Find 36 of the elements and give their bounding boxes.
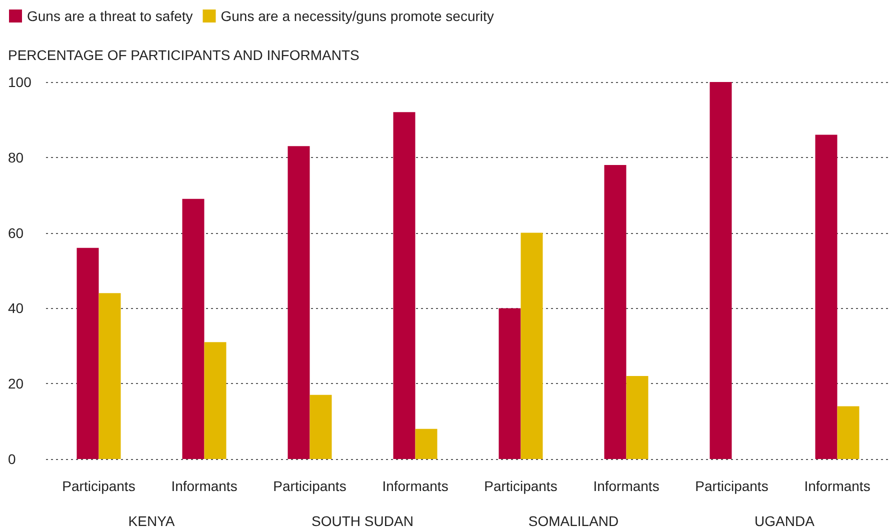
bar: [626, 376, 648, 459]
y-tick-label: 20: [8, 376, 24, 392]
bar: [204, 342, 226, 459]
y-tick-label: 60: [8, 224, 24, 241]
bar: [415, 428, 438, 459]
bar: [393, 112, 416, 459]
y-tick-label: 80: [8, 149, 24, 166]
y-tick-label: 40: [8, 300, 24, 316]
bar: [837, 406, 860, 459]
x-tick-label: Participants: [273, 478, 346, 494]
y-tick-label: 100: [8, 74, 32, 90]
bar: [76, 248, 99, 459]
y-tick-label: 0: [8, 451, 16, 467]
legend-label: Guns are a threat to safety: [27, 8, 193, 24]
bar: [288, 146, 310, 459]
x-tick-label: Informants: [804, 478, 870, 494]
text: SOMALILAND: [528, 513, 619, 529]
x-tick-label: Informants: [382, 478, 448, 494]
text: KENYA: [128, 513, 176, 529]
legend-label: Guns are a necessity/guns promote security: [220, 8, 494, 24]
bar: [310, 394, 332, 459]
bar: [182, 198, 204, 459]
x-tick-label: Informants: [171, 478, 238, 494]
text: UGANDA: [754, 513, 816, 529]
bar: [98, 293, 121, 459]
x-tick-label: Participants: [695, 478, 768, 494]
bar: [520, 232, 543, 459]
y-axis-title: PERCENTAGE OF PARTICIPANTS AND INFORMANTS: [8, 47, 360, 63]
bar: [710, 82, 732, 459]
bar: [604, 164, 626, 459]
x-tick-label: Informants: [593, 478, 660, 494]
bar: [815, 134, 838, 459]
x-tick-label: Participants: [62, 478, 136, 494]
bar: [498, 308, 521, 459]
x-tick-label: Participants: [484, 478, 558, 494]
text: SOUTH SUDAN: [312, 513, 414, 529]
